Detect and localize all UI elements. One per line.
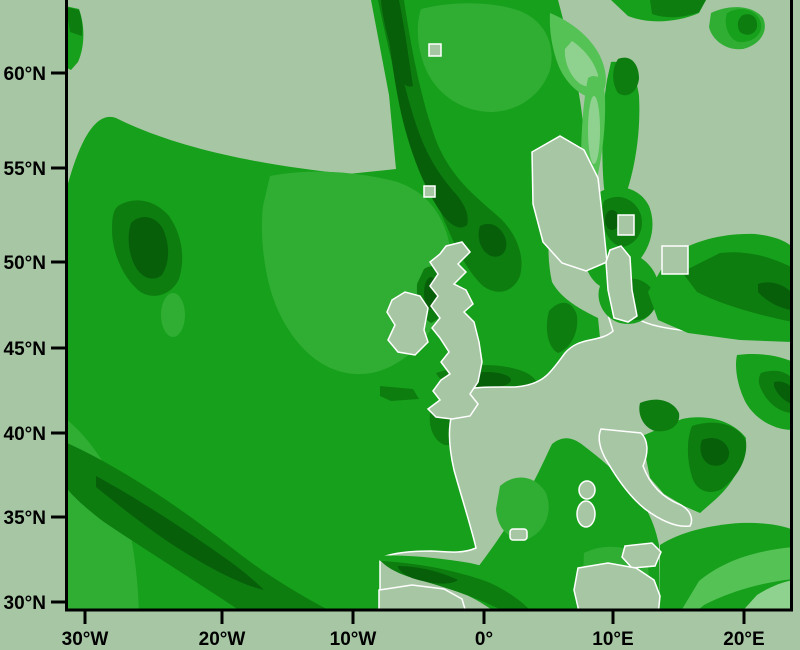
baltic-island-gap-1	[661, 245, 689, 275]
great-britain-landmask	[426, 241, 483, 420]
northsea-darkest-core	[386, 6, 468, 228]
map-plot-area	[65, 0, 792, 610]
bottomright-pale-wedge	[681, 547, 792, 610]
topright-band-dark	[650, 0, 706, 18]
axes-frame: 60°N 55°N 50°N 45°N 40°N 35°N 30°N 30°W …	[4, 0, 793, 650]
lon-label-10e: 10°E	[592, 629, 633, 650]
lon-label-0: 0°	[475, 629, 493, 650]
norway-blob-center-contour	[417, 3, 552, 112]
southwest-dark-band	[65, 442, 329, 610]
west-of-ireland-darkest-core	[128, 217, 169, 279]
lon-label-30w: 30°W	[62, 629, 109, 650]
balearic-light-patch	[496, 477, 549, 540]
corsica-landmask	[578, 480, 596, 500]
latitude-ticks	[51, 71, 65, 604]
right-edge-darkest	[774, 381, 792, 404]
dutch-coast-dark-strip	[546, 302, 578, 353]
alpine-dark-patch	[639, 399, 680, 432]
north-africa-west-landmask	[378, 584, 467, 610]
denmark-landmask	[605, 245, 638, 323]
sicily-landmask	[621, 542, 662, 569]
lat-label-55n: 55°N	[4, 159, 46, 180]
bothnia-contour	[602, 61, 640, 205]
bothnia-palest-core	[588, 96, 600, 164]
norway-inland-gap	[428, 43, 442, 57]
ireland-landmask	[386, 291, 429, 356]
skagerrak-darkest-core	[478, 223, 507, 257]
right-edge-dark	[758, 370, 792, 413]
alboran-darkest-core	[398, 566, 458, 584]
lon-label-20w: 20°W	[199, 629, 246, 650]
latitude-labels: 60°N 55°N 50°N 45°N 40°N 35°N 30°N	[4, 64, 46, 614]
lat-label-60n: 60°N	[4, 64, 46, 85]
longitude-labels: 30°W 20°W 10°W 0° 10°E 20°E	[62, 629, 765, 650]
plot-border	[65, 0, 793, 612]
lat-label-30n: 30°N	[4, 593, 46, 614]
topright-cluster-dark	[737, 14, 758, 35]
atlantic-small-light-patch	[161, 293, 185, 337]
north-africa-east-landmask	[573, 562, 661, 610]
mallorca-landmask	[509, 528, 528, 541]
sardinia-landmask	[576, 500, 596, 528]
baltic-southeast-dark	[682, 252, 792, 322]
baltic-southeast-darkest	[758, 282, 791, 310]
italy-landmask	[598, 428, 693, 528]
lat-label-35n: 35°N	[4, 508, 46, 529]
norway-east-palest-contour	[564, 41, 598, 87]
bothnia-dark-cap	[613, 57, 639, 96]
lon-label-10w: 10°W	[330, 629, 377, 650]
lon-label-20e: 20°E	[723, 629, 764, 650]
lat-label-45n: 45°N	[4, 339, 46, 360]
baltic-island-gap-2	[617, 214, 635, 236]
shetland-landmask	[423, 185, 436, 198]
lat-label-50n: 50°N	[4, 253, 46, 274]
nw-corner-dark-cap	[66, 7, 83, 36]
southwest-darkest-core	[96, 476, 264, 590]
baltic-darkest-speck	[605, 210, 619, 230]
longitude-ticks	[83, 610, 746, 624]
brittany-west-dark-patch	[380, 386, 419, 401]
adriatic-darkest	[700, 438, 730, 466]
lat-label-40n: 40°N	[4, 424, 46, 445]
bottomright-palest-wedge	[743, 580, 792, 610]
